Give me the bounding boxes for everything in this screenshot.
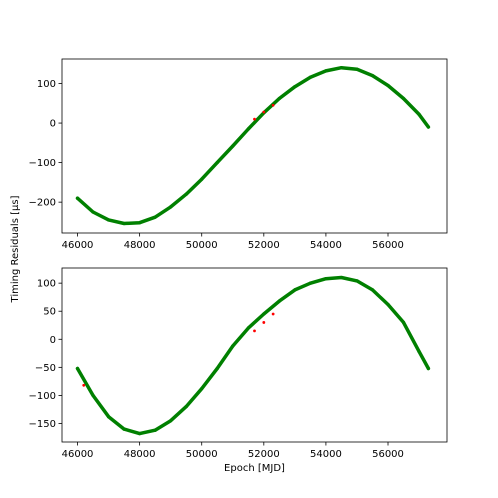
residual-point	[401, 320, 406, 325]
axes-frame	[61, 267, 448, 443]
residual-point	[200, 387, 204, 391]
y-tick-label: 0	[50, 119, 56, 130]
residual-point	[75, 366, 80, 371]
residual-point	[417, 112, 421, 116]
residual-point	[138, 221, 142, 225]
highlight-point	[262, 110, 266, 114]
residual-point	[293, 85, 297, 89]
residual-point	[91, 210, 95, 214]
residual-point	[308, 75, 312, 79]
highlight-point	[82, 383, 86, 387]
x-tick-label: 46000	[62, 240, 94, 251]
x-axis-label: Epoch [MJD]	[224, 463, 285, 474]
y-tick-label: 0	[50, 335, 56, 346]
residual-point	[293, 288, 297, 292]
x-tick-label: 46000	[62, 449, 94, 460]
residual-series-line	[75, 275, 431, 436]
residual-point	[386, 83, 390, 88]
residual-point	[231, 144, 235, 148]
shared-y-axis-label: Timing Residuals [μs]	[10, 195, 21, 303]
y-tick-label: −200	[29, 198, 56, 209]
x-tick-label: 50000	[186, 449, 218, 460]
y-tick-label: −100	[29, 158, 56, 169]
x-tick-label: 48000	[124, 449, 156, 460]
y-tick-label: −150	[29, 419, 56, 430]
residual-point	[417, 350, 421, 354]
highlight-point	[253, 117, 256, 121]
residual-point	[200, 177, 204, 181]
y-tick-label: 50	[43, 307, 56, 318]
x-tick-label: 56000	[372, 240, 404, 251]
y-tick-label: 100	[37, 79, 56, 90]
residual-point	[277, 96, 281, 101]
highlight-point	[253, 329, 256, 333]
x-tick-label: 48000	[124, 240, 156, 251]
residual-point	[246, 127, 250, 131]
residual-point	[215, 366, 219, 371]
residual-point	[106, 415, 111, 419]
x-tick-label: 54000	[310, 240, 342, 251]
residual-point	[324, 277, 328, 281]
residual-point	[277, 299, 281, 303]
axes-frame	[61, 58, 448, 234]
residual-point	[339, 66, 344, 70]
residual-point	[370, 74, 375, 78]
residual-point	[122, 221, 126, 226]
residual-point	[122, 427, 126, 431]
bottom-panel: 46000 48000 50000 52000 54000 56000 −150 −100 −5…	[29, 267, 448, 474]
y-tick-label: 100	[37, 279, 56, 290]
x-tick-label: 56000	[372, 449, 404, 460]
y-tick-label: −100	[29, 391, 56, 402]
residual-point	[169, 205, 173, 209]
x-tick-label: 54000	[310, 449, 342, 460]
residual-point	[106, 218, 111, 222]
residual-point	[184, 192, 188, 196]
residual-series-line	[75, 65, 431, 226]
residual-point	[231, 344, 235, 348]
residual-point	[153, 428, 157, 432]
highlight-point	[271, 103, 275, 107]
residual-point	[153, 215, 157, 219]
residual-point	[246, 326, 250, 330]
residual-point	[426, 125, 430, 129]
residual-point	[308, 281, 312, 285]
residual-point	[215, 161, 219, 165]
highlight-point	[271, 312, 275, 316]
x-tick-label: 50000	[186, 240, 218, 251]
residual-point	[355, 279, 359, 283]
top-panel: 46000 48000 50000 52000 54000 56000 −200 −100 0 1…	[29, 58, 448, 251]
residual-point	[339, 275, 344, 280]
residual-point	[184, 405, 188, 409]
residual-point	[91, 393, 95, 398]
x-tick-label: 52000	[248, 449, 280, 460]
residual-point	[324, 69, 328, 73]
residual-point	[386, 302, 390, 307]
x-tick-label: 52000	[248, 240, 280, 251]
residual-point	[401, 96, 406, 101]
residual-point	[169, 419, 173, 423]
residual-point	[426, 366, 430, 371]
residual-point	[355, 67, 359, 71]
y-tick-label: −50	[35, 363, 56, 374]
highlight-point	[262, 321, 266, 324]
residual-point	[370, 288, 375, 292]
residual-point	[138, 431, 142, 436]
residual-point	[75, 196, 80, 200]
residual-point	[262, 312, 266, 316]
